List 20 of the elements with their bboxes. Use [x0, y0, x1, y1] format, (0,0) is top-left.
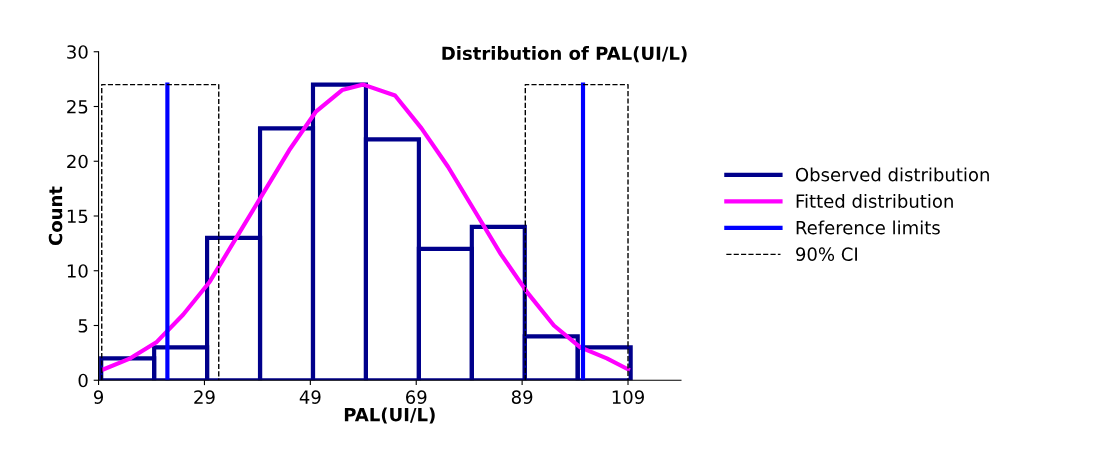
chart-title: Distribution of PAL(UI/L)	[442, 46, 687, 63]
x-axis-title: PAL(UI/L)	[344, 407, 435, 424]
y-tick-label: 15	[67, 209, 88, 224]
y-tick-label: 10	[67, 264, 88, 278]
x-tick-label: 69	[406, 390, 427, 404]
y-tick-label: 30	[67, 45, 88, 59]
y-tick-label: 25	[67, 99, 88, 114]
x-tick-label: 89	[511, 390, 533, 404]
y-tick-label: 0	[78, 373, 88, 388]
x-tick-label: 109	[612, 390, 644, 404]
legend-label: 90% CI	[796, 247, 857, 261]
legend-label: Observed distribution	[795, 167, 989, 182]
x-tick-label: 49	[299, 390, 321, 404]
y-tick-label: 20	[67, 154, 88, 169]
x-tick-label: 9	[93, 390, 104, 404]
x-tick-label: 29	[194, 390, 215, 404]
legend-label: Reference limits	[796, 220, 940, 235]
y-tick-label: 5	[78, 319, 88, 333]
y-axis-title: Count	[48, 186, 63, 246]
legend-label: Fitted distribution	[796, 194, 953, 208]
